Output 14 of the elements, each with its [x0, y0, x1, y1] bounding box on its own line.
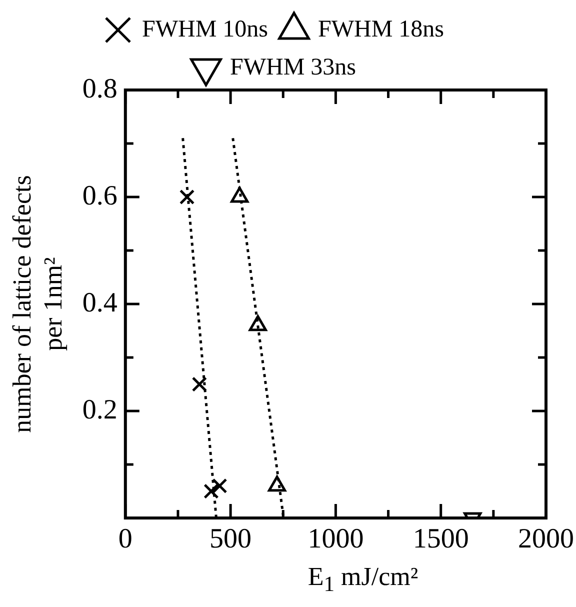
legend-label: FWHM 10ns — [142, 16, 268, 42]
x-tick-label: 0 — [118, 523, 132, 554]
x-tick-label: 500 — [210, 523, 252, 554]
y-tick-label: 0.4 — [82, 287, 118, 318]
x-axis-title: E$_{1}$ mJ/cm² — [306, 561, 420, 598]
x-tick-label: 1000 — [308, 523, 364, 554]
y-tick-label: 0.8 — [82, 73, 118, 104]
legend-label: FWHM 18ns — [318, 16, 444, 42]
x-tick-label: 2000 — [518, 523, 574, 554]
x-tick-label: 1500 — [412, 523, 469, 554]
y-tick-label: 0.6 — [82, 180, 118, 212]
y-tick-label: 0.2 — [82, 394, 118, 426]
y-axis-title: number of lattice defects per 1nm² — [7, 175, 68, 433]
legend-label: FWHM 33ns — [230, 54, 356, 80]
